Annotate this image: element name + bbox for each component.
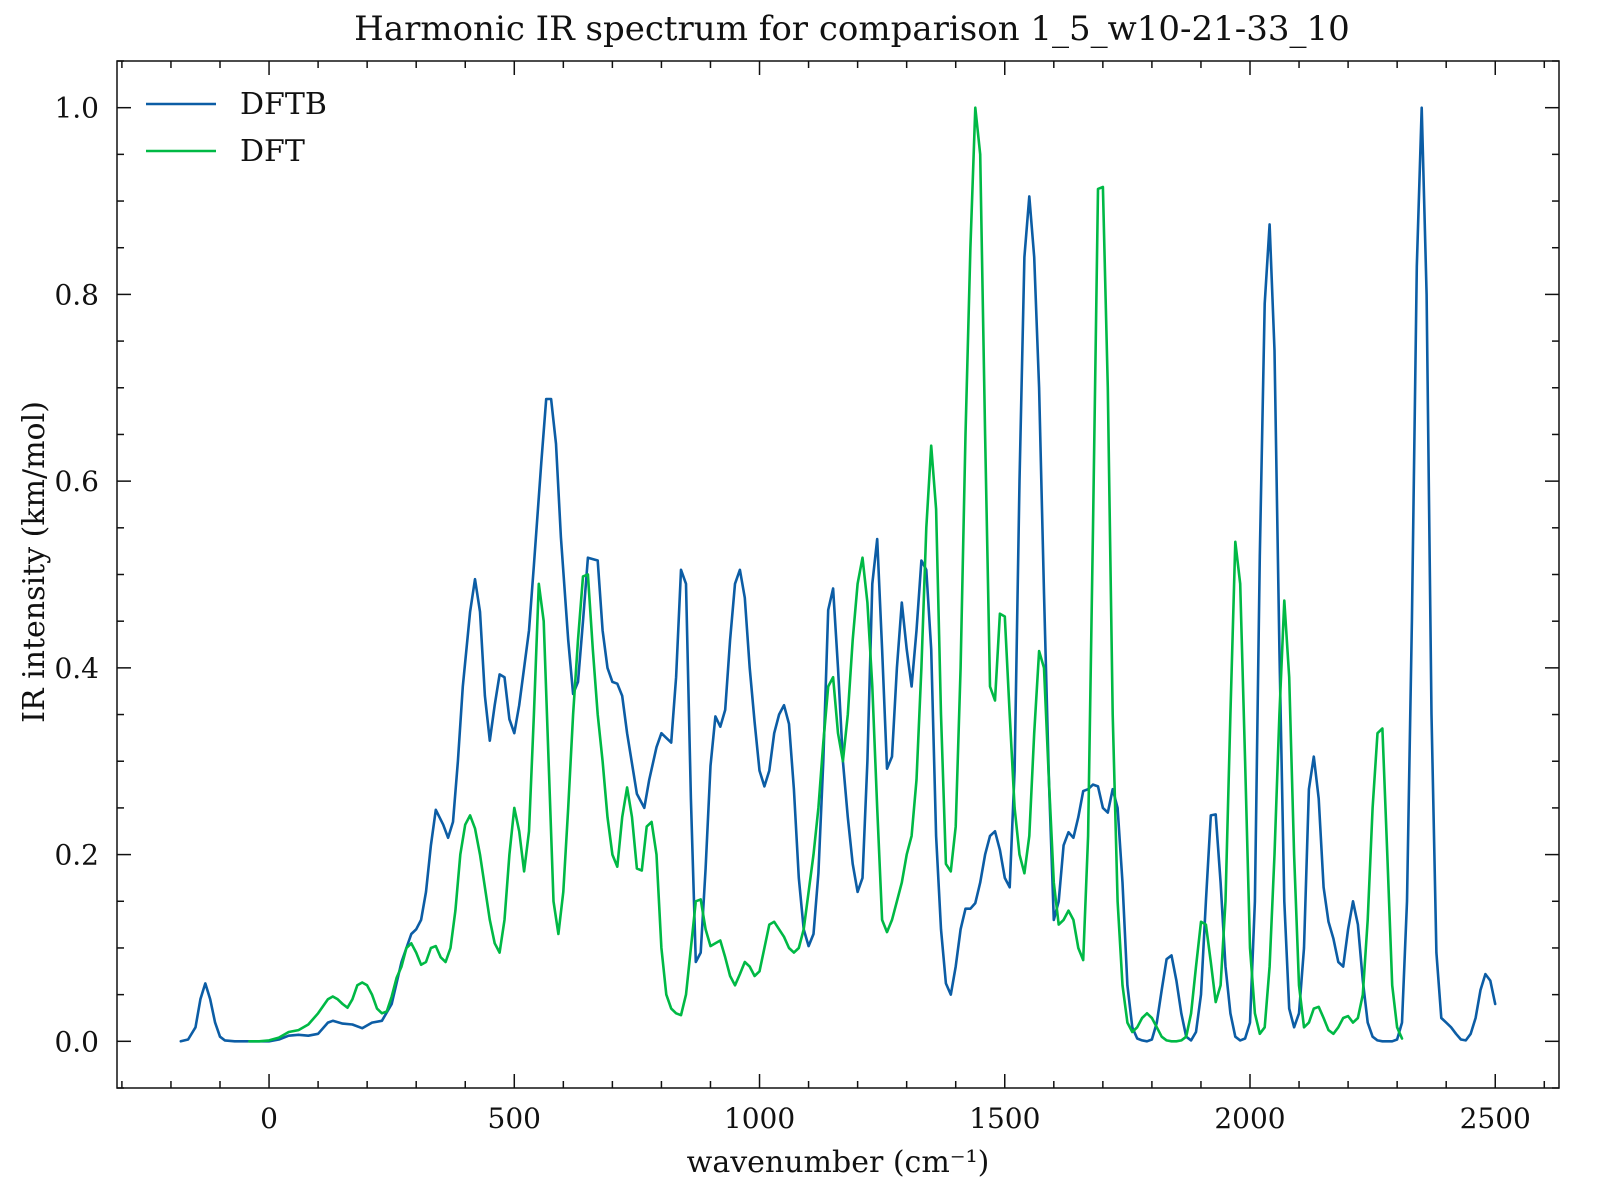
y-tick-label: 0.6 — [54, 465, 99, 498]
y-tick-label: 0.4 — [54, 652, 99, 685]
x-tick-label: 2000 — [1214, 1102, 1285, 1135]
x-tick-label: 1000 — [724, 1102, 795, 1135]
x-tick-label: 1500 — [969, 1102, 1040, 1135]
plot-frame — [116, 60, 1560, 1089]
y-tick-label: 0.8 — [54, 278, 99, 311]
legend-label-dftb: DFTB — [240, 87, 327, 122]
y-axis-label: IR intensity (km/mol) — [17, 401, 52, 723]
minor-ticks — [117, 60, 1559, 1089]
legend-label-dft: DFT — [240, 134, 305, 169]
x-tick-label: 500 — [488, 1102, 541, 1135]
chart-title: Harmonic IR spectrum for comparison 1_5_… — [354, 9, 1350, 49]
x-tick-labels: 0 500 1000 1500 2000 2500 — [260, 1102, 1531, 1135]
x-tick-label: 0 — [260, 1102, 278, 1135]
x-tick-label: 2500 — [1460, 1102, 1531, 1135]
series-line-dft — [248, 106, 1404, 1043]
major-ticks — [117, 61, 1559, 1088]
y-tick-labels: 0.0 0.2 0.4 0.6 0.8 1.0 — [54, 92, 99, 1059]
series-layer — [179, 106, 1497, 1043]
y-tick-label: 0.0 — [54, 1025, 99, 1058]
x-axis-label: wavenumber (cm⁻¹) — [687, 1145, 990, 1180]
legend: DFTB DFT — [146, 87, 327, 169]
y-tick-label: 1.0 — [54, 92, 99, 125]
y-tick-label: 0.2 — [54, 839, 99, 872]
series-line-dftb — [179, 106, 1497, 1043]
